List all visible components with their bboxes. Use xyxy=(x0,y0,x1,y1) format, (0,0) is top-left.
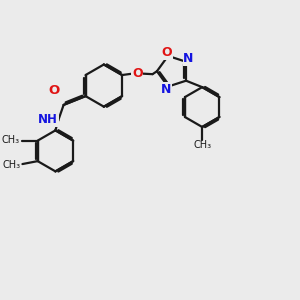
Text: N: N xyxy=(183,52,194,65)
Text: N: N xyxy=(160,83,171,96)
Text: CH₃: CH₃ xyxy=(193,140,211,150)
Text: CH₃: CH₃ xyxy=(2,135,20,145)
Text: O: O xyxy=(161,46,172,59)
Text: CH₃: CH₃ xyxy=(3,160,21,170)
Text: O: O xyxy=(49,84,60,97)
Text: O: O xyxy=(132,67,142,80)
Text: NH: NH xyxy=(38,113,58,126)
